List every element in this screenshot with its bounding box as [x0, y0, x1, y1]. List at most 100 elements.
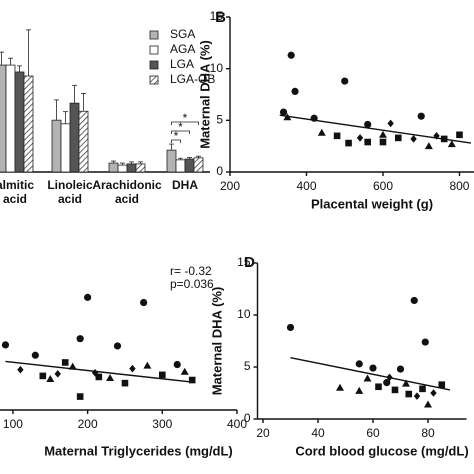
point: [336, 383, 344, 391]
y-axis-title: Maternal DHA (%): [197, 40, 212, 149]
y-tick-label: 0: [216, 164, 223, 178]
y-tick-label: 15: [210, 9, 224, 23]
x-tick-label: 100: [3, 417, 23, 431]
x-axis-title: Cord blood glucose (mg/dL): [295, 443, 468, 458]
legend-swatch: [149, 30, 159, 40]
point: [345, 139, 352, 147]
legend-swatch: [149, 75, 159, 85]
point: [76, 335, 84, 343]
point: [396, 365, 405, 373]
point: [430, 389, 437, 397]
point: [76, 393, 84, 400]
y-axis-title: Maternal DHA (%): [209, 287, 224, 396]
bar: [135, 163, 146, 173]
significance-bracket: [171, 130, 190, 134]
point: [456, 131, 463, 139]
y-tick-label: 10: [237, 307, 251, 321]
point: [383, 379, 391, 387]
x-tick-label: 60: [366, 426, 380, 440]
x-tick-label: 80: [421, 426, 435, 440]
bar: [184, 158, 195, 173]
point: [188, 376, 196, 384]
point: [363, 374, 372, 382]
point: [387, 119, 394, 128]
point: [286, 323, 295, 332]
y-tick-label: 15: [237, 255, 251, 269]
legend-swatch: [149, 60, 159, 70]
annotation: p=0.036: [170, 277, 214, 291]
point: [364, 138, 371, 146]
point: [447, 140, 456, 148]
legend-label: LGA-OB: [170, 72, 215, 86]
point: [61, 359, 69, 366]
bar: [175, 159, 186, 173]
point: [356, 134, 364, 142]
bar: [193, 157, 204, 173]
point: [17, 365, 24, 374]
point: [84, 293, 92, 301]
x-tick-label: Arachidonic acid: [92, 178, 162, 206]
x-tick-label: 400: [227, 417, 247, 431]
x-tick-label: Linoleic acid: [47, 178, 93, 206]
point: [410, 296, 418, 305]
point: [39, 372, 47, 380]
point: [143, 361, 152, 369]
point: [333, 132, 341, 140]
point: [421, 338, 429, 346]
bar: [78, 110, 89, 173]
point: [180, 367, 189, 375]
legend-swatch: [149, 45, 159, 55]
point: [31, 351, 39, 359]
point: [291, 87, 299, 95]
point: [287, 51, 295, 59]
y-tick-label: 10: [210, 61, 224, 75]
point: [369, 364, 377, 372]
x-tick-label: DHA: [172, 178, 198, 192]
point: [417, 112, 425, 120]
point: [173, 360, 181, 369]
point: [394, 134, 402, 142]
point: [364, 120, 372, 129]
bar: [14, 71, 25, 173]
bar: [60, 123, 71, 173]
bar: [117, 164, 128, 173]
regression-line: [279, 114, 472, 144]
bar: [108, 162, 119, 173]
plot-area: [286, 296, 446, 408]
bar: [23, 75, 34, 173]
point: [378, 130, 387, 138]
x-tick-label: 200: [78, 417, 98, 431]
y-tick-label: 5: [244, 359, 251, 373]
point: [46, 375, 55, 382]
point: [68, 362, 77, 370]
point: [54, 370, 61, 378]
x-tick-label: 400: [296, 179, 316, 193]
x-tick-label: 800: [449, 179, 469, 193]
point: [95, 373, 103, 381]
significance-bracket: [171, 121, 199, 125]
point: [355, 360, 363, 368]
x-tick-label: 600: [373, 179, 393, 193]
x-tick-label: 200: [220, 179, 240, 193]
x-axis-title: Placental weight (g): [311, 196, 433, 211]
regression-line: [290, 356, 451, 391]
point: [410, 135, 417, 143]
point: [113, 342, 122, 350]
bar: [0, 64, 7, 173]
point: [424, 400, 432, 408]
point: [106, 373, 115, 381]
point: [1, 341, 10, 349]
point: [379, 138, 387, 146]
bar: [51, 119, 62, 173]
point: [424, 142, 433, 150]
bar: [5, 64, 16, 173]
significance-label: *: [183, 111, 188, 125]
point: [121, 379, 129, 387]
x-tick-label: 40: [311, 426, 325, 440]
legend-label: LGA: [170, 57, 194, 71]
significance-bracket: [171, 139, 181, 143]
point: [279, 108, 288, 116]
regression-line: [5, 360, 193, 383]
